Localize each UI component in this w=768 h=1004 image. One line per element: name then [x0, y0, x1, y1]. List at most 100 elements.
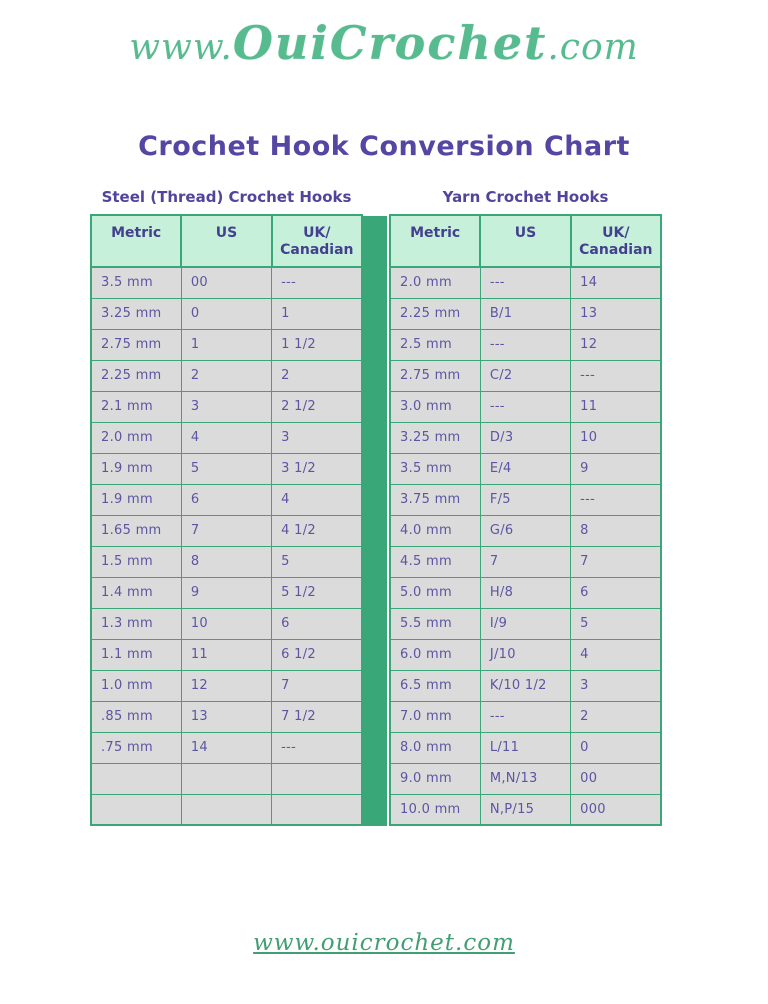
table-cell: 14 [570, 266, 662, 299]
table-cell [90, 762, 182, 795]
table-cell: 1.65 mm [90, 514, 182, 547]
table-row: 3.25 mm D/3 10 [389, 421, 662, 454]
table-row: 2.25 mm 2 2 [90, 359, 363, 392]
table-row: 4.0 mm G/6 8 [389, 514, 662, 547]
table-row: 8.0 mm L/11 0 [389, 731, 662, 764]
header-row: Metric US UK/ Canadian [89, 214, 364, 268]
table-cell: 8 [570, 514, 662, 547]
table-cell: 2.75 mm [90, 328, 182, 361]
table-cell: --- [479, 266, 572, 299]
table-cell: 5 [180, 452, 273, 485]
logo-brand: OuiCrochet [232, 16, 548, 70]
table-row: 2.0 mm --- 14 [389, 266, 662, 299]
table-cell: 00 [570, 762, 662, 795]
table-cell: 0 [180, 297, 273, 330]
table-cell: 6 [570, 576, 662, 609]
footer: www.ouicrochet.com [0, 930, 768, 956]
table-cell [90, 793, 182, 826]
table-cell: 00 [180, 266, 273, 299]
footer-site-link[interactable]: www.ouicrochet.com [253, 930, 515, 956]
table-cell: 7 [479, 545, 572, 578]
table-cell: B/1 [479, 297, 572, 330]
table-cell: 3 [271, 421, 363, 454]
table-row: 2.1 mm 3 2 1/2 [90, 390, 363, 423]
table-cell: 13 [570, 297, 662, 330]
table-cell: G/6 [479, 514, 572, 547]
table-cell: 3.5 mm [90, 266, 182, 299]
table-cell: 2 [180, 359, 273, 392]
table-cell: 1.3 mm [90, 607, 182, 640]
table-cell: 3.5 mm [389, 452, 481, 485]
table-cell: 8.0 mm [389, 731, 481, 764]
table-row: 10.0 mm N,P/15 000 [389, 793, 662, 826]
table-cell: F/5 [479, 483, 572, 516]
table-cell: 2.75 mm [389, 359, 481, 392]
table-cell: 1 [271, 297, 363, 330]
table-cell: 5 [271, 545, 363, 578]
logo-prefix: www. [129, 27, 233, 68]
table-cell: H/8 [479, 576, 572, 609]
table-row: 3.25 mm 0 1 [90, 297, 363, 330]
table-row: 1.9 mm 5 3 1/2 [90, 452, 363, 485]
table-cell: --- [570, 359, 662, 392]
table-cell: 5 [570, 607, 662, 640]
table-cell: 4 [180, 421, 273, 454]
table-cell: 11 [180, 638, 273, 671]
table-cell: 14 [180, 731, 273, 764]
yarn-hooks-heading: Yarn Crochet Hooks [442, 188, 609, 206]
table-cell: 1.1 mm [90, 638, 182, 671]
table-row: 2.75 mm C/2 --- [389, 359, 662, 392]
table-row: .75 mm 14 --- [90, 731, 363, 764]
table-row: 1.1 mm 11 6 1/2 [90, 638, 363, 671]
column-header: Metric [89, 214, 183, 268]
table-cell: 12 [180, 669, 273, 702]
conversion-chart-area: Steel (Thread) Crochet Hooks Metric US UK/… [89, 188, 663, 826]
table-cell: I/9 [479, 607, 572, 640]
table-cell: 4 1/2 [271, 514, 363, 547]
table-cell: --- [479, 700, 572, 733]
table-cell [271, 793, 363, 826]
table-row: 1.4 mm 9 5 1/2 [90, 576, 363, 609]
table-row: 3.5 mm E/4 9 [389, 452, 662, 485]
table-cell: 3 [570, 669, 662, 702]
table-cell: 2.25 mm [389, 297, 481, 330]
page-title: Crochet Hook Conversion Chart [138, 131, 630, 162]
table-cell: 12 [570, 328, 662, 361]
table-cell: 2.0 mm [389, 266, 481, 299]
column-header: Metric [388, 214, 482, 268]
table-cell: 7.0 mm [389, 700, 481, 733]
table-row [90, 793, 363, 826]
table-row: 6.0 mm J/10 4 [389, 638, 662, 671]
table-cell: N,P/15 [479, 793, 572, 826]
table-cell [180, 762, 273, 795]
table-cell: C/2 [479, 359, 572, 392]
table-row: 2.5 mm --- 12 [389, 328, 662, 361]
table-cell: 7 [570, 545, 662, 578]
table-cell: 3.25 mm [90, 297, 182, 330]
table-cell: 6.5 mm [389, 669, 481, 702]
table-cell: 7 1/2 [271, 700, 363, 733]
table-row: 7.0 mm --- 2 [389, 700, 662, 733]
table-cell: 6 [271, 607, 363, 640]
site-logo: www.OuiCrochet.com [0, 12, 768, 85]
table-cell: M,N/13 [479, 762, 572, 795]
table-cell: 10 [570, 421, 662, 454]
table-cell: 4 [271, 483, 363, 516]
table-cell: 1 [180, 328, 273, 361]
column-header: US [180, 214, 273, 268]
table-cell: 000 [570, 793, 662, 826]
table-cell [271, 762, 363, 795]
table-row: 1.5 mm 8 5 [90, 545, 363, 578]
table-cell [180, 793, 273, 826]
table-cell: --- [570, 483, 662, 516]
table-cell: 0 [570, 731, 662, 764]
table-cell: 1.5 mm [90, 545, 182, 578]
table-cell: 4.0 mm [389, 514, 481, 547]
table-cell: 5.5 mm [389, 607, 481, 640]
table-cell: 2 [570, 700, 662, 733]
table-row: 9.0 mm M,N/13 00 [389, 762, 662, 795]
table-cell: --- [479, 390, 572, 423]
steel-hooks-heading: Steel (Thread) Crochet Hooks [101, 188, 352, 206]
table-cell: 5.0 mm [389, 576, 481, 609]
table-cell: .85 mm [90, 700, 182, 733]
